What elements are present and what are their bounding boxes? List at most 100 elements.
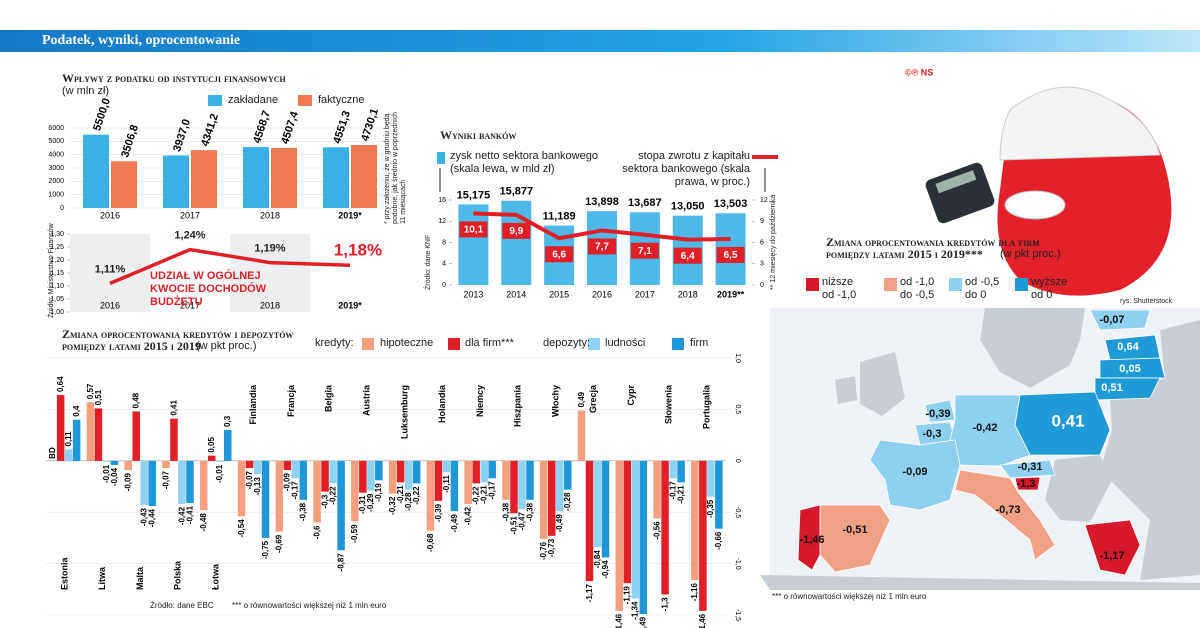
map-label: 0,41 — [1051, 411, 1084, 430]
bar — [299, 460, 308, 500]
bar — [404, 460, 413, 490]
value-label: -0,75 — [261, 540, 270, 559]
bar — [661, 460, 669, 595]
value-label: 13,898 — [585, 196, 619, 208]
value-label: -0,21 — [396, 485, 405, 504]
x-tick-label: 2016 — [100, 210, 120, 220]
map-subtitle: (w pkt proc.) — [1000, 248, 1061, 260]
map-legend-swatch — [949, 278, 962, 291]
bar — [412, 460, 421, 484]
calculator — [925, 162, 995, 224]
bar — [178, 460, 186, 504]
x-tick-label: 2019* — [338, 300, 362, 310]
x-tick-label: 2014 — [506, 289, 526, 299]
value-label: -1,3 — [660, 597, 669, 611]
bar — [351, 460, 359, 522]
value-label: 4568,7 — [251, 109, 273, 145]
bar — [526, 460, 534, 500]
bar — [585, 460, 594, 582]
value-label: 1,11% — [95, 263, 126, 275]
map-label: -0,09 — [902, 466, 927, 478]
value-label: -0,28 — [563, 492, 572, 511]
value-label: -0,38 — [525, 502, 534, 521]
map-region — [797, 504, 821, 571]
category-label: Estonia — [59, 556, 69, 590]
bar — [271, 147, 297, 208]
bar — [359, 460, 367, 493]
value-label: -0,19 — [374, 483, 383, 502]
bar — [488, 460, 496, 479]
bar — [480, 460, 488, 483]
column-band — [230, 234, 310, 312]
map-credit: rys. Shutterstock — [1120, 298, 1173, 305]
value-label: 1,19% — [254, 243, 285, 255]
bar — [715, 460, 723, 529]
chart4-source: Źródło: dane EBC — [150, 601, 214, 610]
land-uk — [860, 352, 905, 416]
y-tick-label: -1,0 — [734, 558, 741, 570]
value-label: -0,56 — [652, 521, 661, 540]
bar — [623, 460, 632, 584]
value-label: 7,1 — [638, 246, 652, 257]
value-label: 5500,0 — [91, 97, 113, 133]
value-label: -0,17 — [291, 481, 300, 500]
value-label: -0,17 — [488, 481, 497, 500]
chart3-note: ** 12 miesięcy do października — [770, 194, 777, 290]
y-tick-label: 4 — [442, 261, 446, 268]
legend-label: zakładane — [228, 94, 279, 106]
bar — [518, 460, 526, 510]
bar — [375, 460, 383, 481]
value-label: -0,09 — [124, 473, 133, 492]
value-label: 0,41 — [169, 400, 178, 416]
map-title: Zmiana oprocentowania kredytów dla firm … — [826, 235, 1040, 261]
bar — [631, 460, 640, 599]
x-tick-label: 2019** — [717, 289, 745, 299]
category-label: Litwa — [97, 566, 107, 590]
y-tick-label: 1,10 — [50, 283, 64, 290]
x-tick-label: 2017 — [180, 300, 200, 310]
header-band — [0, 30, 1200, 52]
bar — [510, 460, 518, 514]
value-label: -1,17 — [585, 584, 594, 603]
map-legend-label: wyższe od 0 — [1031, 276, 1068, 301]
legend-swatch — [588, 338, 600, 350]
bar — [442, 460, 451, 473]
map-region — [1099, 357, 1166, 379]
map-region — [1084, 519, 1141, 576]
chart2-annotation: UDZIAŁ W OGÓLNEJ KWOCIE DOCHODÓW BUDŻETU — [150, 270, 267, 308]
label-box — [673, 247, 702, 264]
bar — [502, 460, 510, 500]
map-label: -0,3 — [923, 428, 942, 440]
legend-swatch — [208, 95, 222, 106]
bar — [140, 460, 148, 506]
land-balkans — [1045, 455, 1112, 522]
value-label: 0,4 — [72, 405, 81, 417]
bar — [321, 460, 329, 492]
category-label: Belgia — [324, 384, 334, 412]
value-label: 0,51 — [94, 389, 103, 405]
y2-tick-label: 12 — [760, 197, 768, 204]
bar — [426, 460, 435, 531]
x-tick-label: 2016 — [592, 289, 612, 299]
value-label: 0,11 — [64, 431, 73, 447]
chart4-subtitle: (w pkt proc.) — [196, 340, 257, 352]
value-label: -0,3 — [320, 494, 329, 508]
bar — [313, 460, 321, 523]
bar — [548, 460, 556, 536]
value-label: -0,28 — [404, 492, 413, 511]
value-label: 13,050 — [671, 201, 705, 213]
value-label: 15,877 — [499, 186, 533, 198]
value-label: -0,31 — [358, 495, 367, 514]
category-label: Grecja — [588, 384, 598, 413]
bar — [162, 460, 170, 468]
value-label: 6,5 — [724, 250, 738, 261]
value-label: 1,24% — [174, 230, 205, 242]
bar — [434, 460, 443, 501]
map-label: -0,42 — [972, 422, 997, 434]
bar — [337, 460, 345, 551]
value-label: -0,48 — [199, 513, 208, 532]
value-label: 11,189 — [543, 210, 576, 222]
value-label: 6,6 — [552, 249, 566, 260]
column-band — [310, 234, 390, 312]
